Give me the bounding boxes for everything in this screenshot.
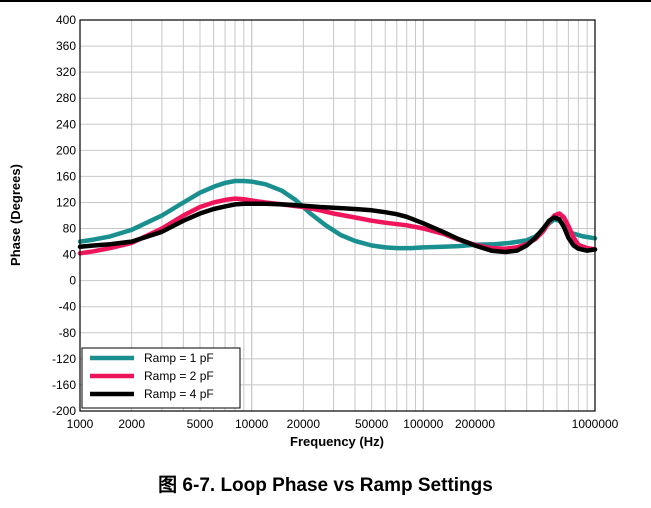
x-axis-title: Frequency (Hz) bbox=[290, 434, 384, 449]
y-tick-label: 120 bbox=[56, 195, 76, 209]
y-tick-label: 80 bbox=[63, 222, 77, 236]
y-tick-label: 160 bbox=[56, 169, 76, 183]
figure-caption: 图 6-7. Loop Phase vs Ramp Settings bbox=[158, 475, 493, 496]
top-rule bbox=[0, 0, 651, 2]
y-tick-label: 240 bbox=[56, 117, 76, 131]
y-tick-label: 360 bbox=[56, 39, 76, 53]
series-line-2 bbox=[77, 196, 598, 256]
y-tick-label: -120 bbox=[52, 352, 76, 366]
x-tick-label: 50000 bbox=[355, 417, 389, 431]
series-lines bbox=[77, 178, 598, 256]
y-tick-label: -40 bbox=[59, 300, 77, 314]
y-tick-labels: 40036032028024020016012080400-40-80-120-… bbox=[52, 13, 76, 418]
y-tick-label: 0 bbox=[69, 274, 76, 288]
x-tick-label: 2000 bbox=[118, 417, 145, 431]
y-axis-title: Phase (Degrees) bbox=[8, 164, 23, 266]
plot-frame bbox=[79, 19, 596, 412]
y-tick-label: 200 bbox=[56, 143, 76, 157]
phase-chart: 40036032028024020016012080400-40-80-120-… bbox=[8, 13, 619, 449]
x-tick-label: 1000000 bbox=[572, 417, 619, 431]
series-line-3 bbox=[77, 201, 598, 255]
y-tick-label: 400 bbox=[56, 13, 76, 27]
legend-label: Ramp = 4 pF bbox=[144, 387, 214, 401]
x-tick-label: 10000 bbox=[235, 417, 269, 431]
y-tick-label: -80 bbox=[59, 326, 77, 340]
legend-label: Ramp = 1 pF bbox=[144, 351, 214, 365]
y-tick-label: 320 bbox=[56, 65, 76, 79]
x-tick-label: 1000 bbox=[67, 417, 94, 431]
y-tick-label: 40 bbox=[63, 248, 77, 262]
y-tick-label: 280 bbox=[56, 91, 76, 105]
x-tick-label: 20000 bbox=[287, 417, 321, 431]
x-tick-label: 200000 bbox=[455, 417, 495, 431]
y-tick-label: -160 bbox=[52, 378, 76, 392]
x-tick-labels: 1000 2000 5000 10000 20000 50000 100000 200000 1… bbox=[67, 417, 619, 431]
legend-label: Ramp = 2 pF bbox=[144, 369, 214, 383]
y-tick-label: -200 bbox=[52, 404, 76, 418]
x-tick-label: 100000 bbox=[403, 417, 443, 431]
x-tick-label: 5000 bbox=[187, 417, 214, 431]
legend: Ramp = 1 pF Ramp = 2 pF Ramp = 4 pF bbox=[81, 347, 241, 409]
